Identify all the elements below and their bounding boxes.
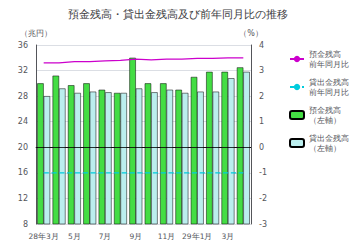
svg-text:32: 32 [18, 66, 28, 75]
svg-text:2: 2 [259, 92, 264, 101]
svg-text:0: 0 [259, 143, 264, 152]
svg-text:1: 1 [259, 117, 264, 126]
svg-text:預金残高: 預金残高 [309, 50, 341, 59]
svg-text:預金残高・貸出金残高及び前年同月比の推移: 預金残高・貸出金残高及び前年同月比の推移 [68, 8, 288, 21]
svg-text:20: 20 [18, 143, 28, 152]
svg-text:（左軸）: （左軸） [309, 144, 341, 153]
svg-text:-2: -2 [259, 194, 267, 203]
svg-text:貸出金残高: 貸出金残高 [309, 78, 349, 87]
svg-text:11月: 11月 [158, 232, 176, 241]
svg-text:3: 3 [259, 66, 264, 75]
svg-text:36: 36 [18, 41, 28, 50]
svg-text:28年3月: 28年3月 [29, 232, 59, 241]
svg-text:9月: 9月 [129, 232, 142, 241]
svg-text:前年同月比: 前年同月比 [309, 60, 349, 69]
svg-text:5月: 5月 [68, 232, 81, 241]
svg-text:28: 28 [18, 92, 28, 101]
svg-text:-3: -3 [259, 220, 267, 229]
svg-text:預金残高: 預金残高 [309, 106, 341, 115]
svg-text:16: 16 [18, 168, 28, 177]
svg-text:24: 24 [18, 117, 28, 126]
svg-text:-1: -1 [259, 168, 267, 177]
svg-text:7月: 7月 [99, 232, 112, 241]
svg-text:貸出金残高: 貸出金残高 [309, 134, 349, 143]
svg-text:前年同月比: 前年同月比 [309, 88, 349, 97]
svg-text:12: 12 [18, 194, 28, 203]
svg-text:（左軸）: （左軸） [309, 116, 341, 125]
svg-text:29年1月: 29年1月 [182, 232, 212, 241]
svg-text:3月: 3月 [222, 232, 235, 241]
svg-text:（%）: （%） [239, 29, 263, 38]
svg-text:8: 8 [23, 220, 28, 229]
svg-text:（兆円）: （兆円） [20, 29, 52, 38]
svg-text:4: 4 [259, 41, 264, 50]
